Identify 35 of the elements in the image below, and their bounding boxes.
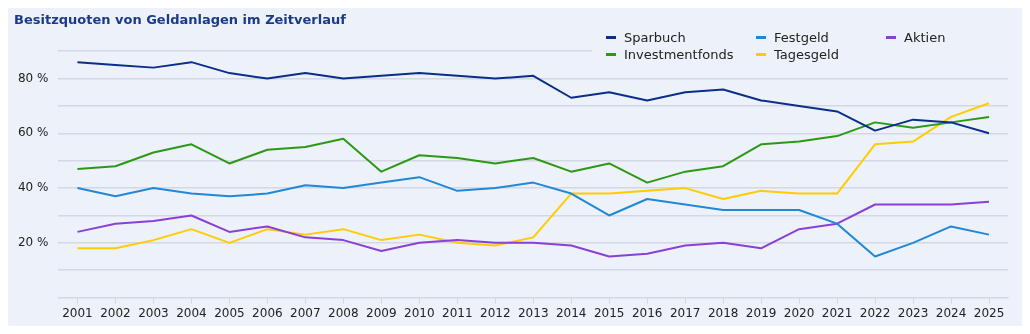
- legend-label: Investmentfonds: [624, 47, 734, 62]
- chart-title: Besitzquoten von Geldanlagen im Zeitverlauf: [14, 12, 346, 27]
- x-tick-label: 2014: [555, 305, 587, 320]
- x-tick-label: 2013: [517, 305, 549, 320]
- x-tick-label: 2006: [252, 305, 283, 320]
- x-tick-label: 2004: [176, 305, 207, 320]
- x-tick-label: 2007: [290, 305, 321, 320]
- x-tick-label: 2017: [669, 305, 701, 320]
- x-tick-label: 2010: [404, 305, 435, 320]
- x-tick-label: 2003: [138, 305, 169, 320]
- x-tick-label: 2015: [593, 305, 625, 320]
- legend-label: Tagesgeld: [774, 47, 839, 62]
- x-tick-label: 2001: [62, 305, 93, 320]
- x-tick-label: 2012: [479, 305, 511, 320]
- x-tick-label: 2022: [859, 305, 891, 320]
- y-tick-label: 80 %: [17, 70, 49, 85]
- x-tick-label: 2023: [897, 305, 929, 320]
- legend-label: Aktien: [904, 30, 946, 45]
- x-tick-label: 2008: [328, 305, 359, 320]
- x-tick-label: 2009: [366, 305, 397, 320]
- x-tick-label: 2021: [821, 305, 853, 320]
- x-tick-label: 2025: [973, 305, 1005, 320]
- x-tick-label: 2024: [935, 305, 967, 320]
- x-tick-label: 2020: [783, 305, 815, 320]
- legend-label: Sparbuch: [624, 30, 686, 45]
- x-tick-label: 2018: [707, 305, 739, 320]
- legend-label: Festgeld: [774, 30, 829, 45]
- y-tick-label: 40 %: [17, 180, 49, 195]
- x-tick-label: 2002: [100, 305, 131, 320]
- y-tick-label: 20 %: [17, 234, 49, 249]
- x-tick-label: 2019: [745, 305, 777, 320]
- x-tick-label: 2005: [214, 305, 245, 320]
- x-tick-label: 2016: [631, 305, 663, 320]
- y-tick-label: 60 %: [17, 125, 49, 140]
- x-tick-label: 2011: [442, 305, 473, 320]
